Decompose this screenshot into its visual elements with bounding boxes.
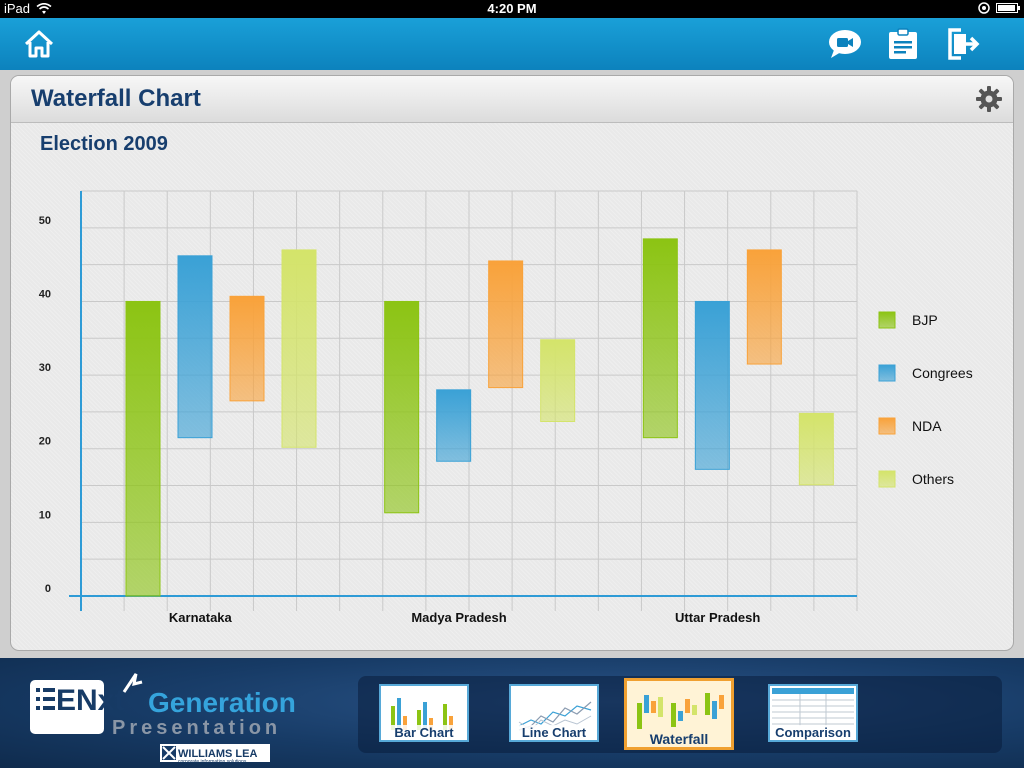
brand-subtitle: Presentation [112, 717, 281, 739]
brand-prefix: ENxt [56, 684, 124, 717]
home-button[interactable] [20, 26, 58, 62]
bar-others [281, 249, 317, 448]
bar-bjp [642, 238, 678, 439]
thumb-waterfall[interactable]: Waterfall [624, 678, 734, 750]
y-tick-label: 30 [39, 362, 51, 374]
x-tick-label: Madya Pradesh [411, 610, 506, 625]
bar-congrees [694, 300, 730, 470]
bar-others [540, 339, 576, 422]
status-bar: iPad 4:20 PM [0, 0, 1024, 18]
battery-icon [996, 3, 1020, 13]
y-tick-label: 40 [39, 288, 51, 300]
home-icon [24, 30, 54, 58]
thumb-label: Comparison [770, 725, 856, 740]
bar-congrees [177, 255, 213, 439]
gear-icon[interactable] [975, 85, 1003, 113]
thumb-bar-chart[interactable]: Bar Chart [379, 684, 469, 742]
video-chat-icon [829, 30, 861, 58]
footer-bar: ENxt Generation Presentation WILLIAMS LE… [0, 658, 1024, 768]
device-label: iPad [4, 1, 31, 16]
legend-swatch [878, 470, 896, 488]
thumb-label: Line Chart [511, 725, 597, 740]
legend-label: Others [912, 471, 954, 487]
legend-label: BJP [912, 312, 938, 328]
wifi-icon [36, 2, 52, 14]
legend-label: Congrees [912, 365, 973, 381]
y-tick-label: 50 [39, 215, 51, 227]
bar-nda [488, 260, 524, 389]
clipboard-icon [889, 28, 917, 59]
company-tagline: corporate information solutions [178, 759, 247, 765]
thumb-comparison[interactable]: Comparison [768, 684, 858, 742]
comparison-thumb-icon [772, 688, 854, 726]
thumb-line-chart[interactable]: Line Chart [509, 684, 599, 742]
company-name: WILLIAMS LEA [178, 748, 257, 760]
thumb-label: Waterfall [627, 731, 731, 747]
bar-nda [746, 249, 782, 365]
clipboard-button[interactable] [884, 26, 922, 62]
bar-bjp [125, 300, 161, 597]
clock: 4:20 PM [487, 1, 537, 16]
brand-logo: ENxt Generation Presentation WILLIAMS LE… [30, 673, 296, 765]
bar-chart-thumb-icon [391, 698, 453, 730]
bar-others [798, 412, 834, 486]
legend-label: NDA [912, 418, 942, 434]
y-tick-label: 10 [39, 509, 51, 521]
chart-title: Election 2009 [40, 133, 168, 155]
panel-title: Waterfall Chart [31, 85, 201, 112]
orientation-lock-icon [978, 2, 990, 14]
top-nav-bar [0, 18, 1024, 70]
chart-panel: Waterfall Chart Election 2009 0 10 20 30 40 5… [10, 75, 1014, 651]
video-chat-button[interactable] [826, 26, 864, 62]
panel-header: Waterfall Chart [11, 76, 1013, 123]
thumb-label: Bar Chart [381, 725, 467, 740]
x-tick-label: Karnataka [169, 610, 233, 625]
bar-nda [229, 295, 265, 402]
chart-thumbnails: Bar Chart Line Chart Waterfall [358, 676, 1002, 753]
brand-title: Generation [148, 687, 296, 718]
y-tick-label: 0 [45, 583, 51, 595]
bar-congrees [436, 389, 472, 462]
bar-bjp [384, 300, 420, 514]
exit-button[interactable] [944, 26, 982, 62]
waterfall-chart: 0 10 20 30 40 50 Karnataka Madya Pradesh Uttar P… [39, 190, 973, 625]
legend-swatch [878, 311, 896, 329]
y-tick-label: 20 [39, 436, 51, 448]
legend-swatch [878, 417, 896, 435]
waterfall-thumb-icon [637, 693, 724, 729]
exit-icon [948, 28, 980, 60]
x-tick-label: Uttar Pradesh [675, 610, 760, 625]
legend-swatch [878, 364, 896, 382]
